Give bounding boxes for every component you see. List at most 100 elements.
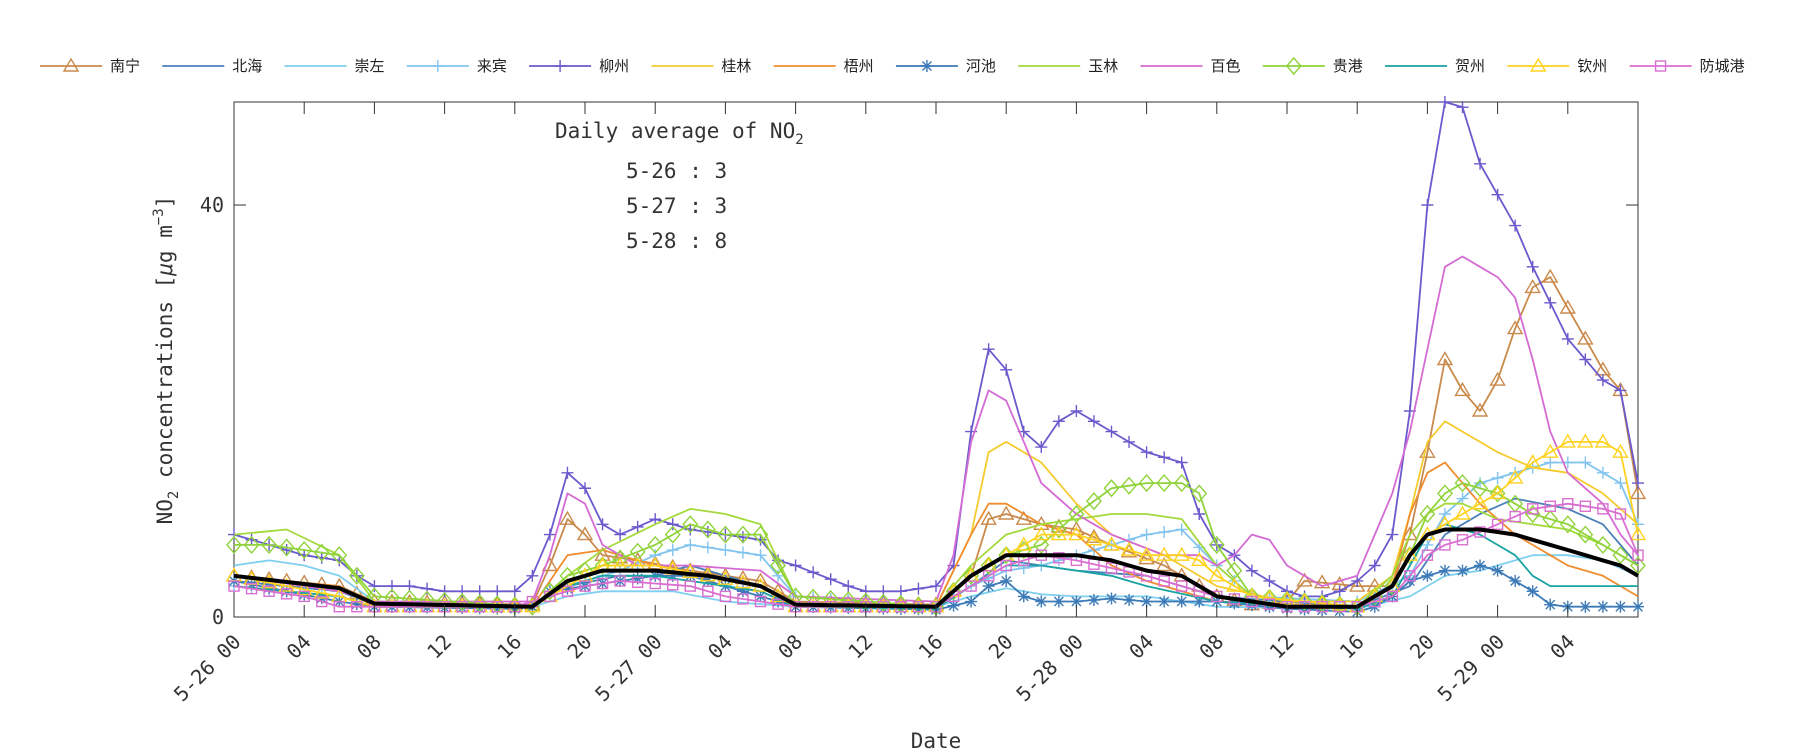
legend-marker	[1530, 57, 1547, 72]
data-point	[1050, 520, 1067, 539]
data-point	[912, 603, 925, 616]
data-point	[699, 520, 716, 539]
legend-label: 崇左	[355, 57, 385, 75]
data-point	[1035, 441, 1048, 454]
data-point	[1456, 564, 1469, 577]
data-point	[577, 561, 593, 580]
data-point	[980, 510, 997, 525]
data-point	[331, 546, 348, 565]
data-point	[1193, 595, 1206, 608]
x-tick-label: 16	[1335, 630, 1369, 664]
data-point	[649, 577, 661, 590]
plot-frame	[233, 101, 1639, 618]
x-tick-label: 08	[352, 630, 386, 664]
legend-marker	[62, 57, 80, 72]
data-point	[1053, 552, 1065, 564]
legend-label: 贺州	[1455, 57, 1485, 75]
data-point	[1491, 188, 1504, 201]
legend-label: 百色	[1210, 57, 1240, 75]
legend-item: 来宾	[406, 57, 507, 75]
data-point	[1614, 384, 1627, 397]
data-point	[1191, 484, 1208, 503]
data-point	[1421, 549, 1434, 561]
data-point	[1087, 594, 1100, 607]
x-tick-label: 5-29 00	[1433, 630, 1510, 707]
data-point	[682, 515, 699, 534]
data-point	[1331, 596, 1348, 611]
data-point	[245, 533, 258, 546]
data-point	[1401, 526, 1419, 541]
data-point	[1559, 515, 1576, 534]
data-point	[296, 540, 313, 560]
data-point	[735, 525, 751, 544]
data-point	[1208, 535, 1225, 554]
data-point	[1068, 526, 1085, 541]
data-point	[1313, 574, 1331, 589]
data-point	[579, 580, 591, 592]
data-point	[1000, 363, 1013, 376]
data-point	[965, 580, 977, 592]
data-point	[1421, 569, 1434, 582]
legend-marker	[431, 60, 444, 72]
data-point	[807, 566, 820, 579]
data-point	[1596, 600, 1609, 613]
legend-label: 南宁	[110, 57, 140, 75]
data-point	[313, 584, 330, 599]
x-tick-label: 12	[1265, 630, 1299, 664]
data-point	[1632, 549, 1644, 561]
data-point	[1261, 589, 1278, 608]
data-point	[1632, 477, 1644, 490]
data-point	[561, 582, 574, 595]
data-point	[719, 590, 732, 603]
x-tick-label: 04	[282, 630, 316, 664]
data-point	[559, 510, 576, 525]
data-point	[1579, 353, 1592, 366]
plot-area	[225, 96, 1647, 618]
annotation-title: Daily average of NO2	[555, 119, 804, 148]
data-point	[1158, 575, 1170, 587]
x-tick-label: 20	[984, 630, 1018, 664]
data-point	[1138, 546, 1155, 561]
data-point	[1175, 595, 1188, 608]
data-point	[1421, 538, 1434, 551]
legend-label: 梧州	[844, 57, 874, 75]
data-point	[842, 580, 855, 593]
data-point	[1579, 600, 1592, 613]
data-point	[438, 585, 451, 598]
daily-average-annotation: Daily average of NO2 5-26 : 3 5-27 : 3 5…	[555, 119, 804, 253]
data-point	[1559, 299, 1577, 314]
data-point	[1017, 562, 1030, 575]
data-point	[1579, 456, 1592, 469]
legend-item: 南宁	[40, 57, 140, 75]
data-point	[736, 546, 749, 559]
data-point	[454, 593, 471, 612]
data-point	[1175, 456, 1188, 469]
data-point	[1439, 539, 1451, 551]
x-tick-label: 5-27 00	[590, 630, 667, 707]
legend-item: 崇左	[284, 57, 385, 75]
data-point	[243, 535, 260, 554]
data-point	[1155, 546, 1173, 561]
data-point	[1489, 484, 1506, 503]
x-tick-label: 04	[1124, 630, 1158, 664]
data-point	[1456, 534, 1469, 546]
data-point	[1155, 557, 1173, 572]
data-point	[298, 590, 310, 603]
data-point	[1035, 595, 1048, 608]
data-point	[278, 577, 295, 592]
data-point	[1421, 199, 1434, 211]
data-point	[1526, 503, 1539, 515]
data-point	[1245, 564, 1258, 577]
data-point	[1015, 510, 1032, 525]
legend-label: 北海	[232, 57, 262, 75]
data-point	[754, 549, 767, 562]
data-point	[1526, 585, 1539, 598]
x-tick-label: 04	[1545, 630, 1579, 664]
data-point	[1086, 492, 1102, 511]
data-point	[789, 559, 802, 572]
data-point	[1596, 466, 1609, 479]
data-point	[1138, 550, 1155, 565]
data-point	[1542, 268, 1559, 283]
data-point	[1000, 559, 1012, 572]
